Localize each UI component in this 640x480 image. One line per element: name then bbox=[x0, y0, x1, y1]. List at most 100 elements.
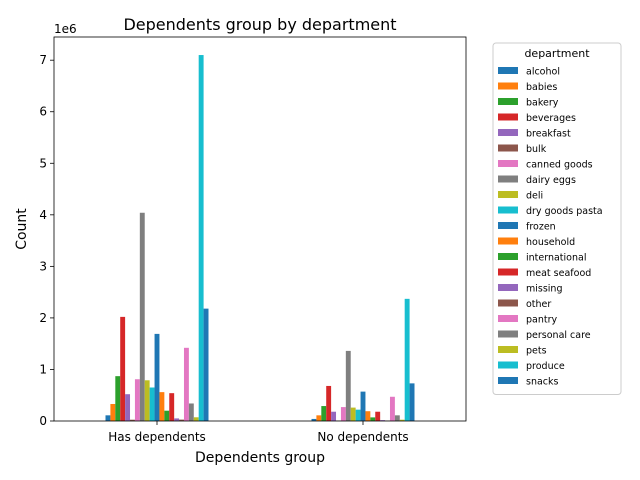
legend-entry: alcohol bbox=[526, 67, 560, 78]
legend-swatch bbox=[498, 330, 518, 338]
x-axis-label: Dependents group bbox=[195, 450, 325, 466]
bar-international-0 bbox=[164, 410, 170, 421]
legend-entry: breakfast bbox=[526, 129, 571, 140]
bar-bakery-1 bbox=[321, 406, 327, 421]
legend-swatch bbox=[498, 253, 518, 260]
legend-entry: babies bbox=[526, 82, 557, 93]
legend-entry: dry goods pasta bbox=[526, 206, 603, 217]
bar-dry-goods-pasta-0 bbox=[149, 387, 155, 421]
bar-bulk-0 bbox=[130, 419, 135, 421]
legend-swatch bbox=[498, 206, 518, 214]
bar-produce-0 bbox=[198, 55, 204, 421]
bar-pets-0 bbox=[193, 417, 199, 421]
legend-swatch bbox=[498, 160, 518, 167]
legend-swatch bbox=[498, 113, 518, 121]
legend-title: department bbox=[524, 47, 590, 60]
legend-entry: bakery bbox=[526, 98, 559, 109]
legend-frame bbox=[492, 42, 622, 395]
bar-household-1 bbox=[365, 411, 371, 421]
legend-swatch bbox=[498, 346, 518, 353]
legend-entry: personal care bbox=[526, 330, 591, 341]
legend-swatch bbox=[498, 315, 518, 322]
x-tick-label: No dependents bbox=[317, 430, 408, 444]
legend-swatch bbox=[498, 129, 518, 136]
legend-swatch bbox=[498, 175, 518, 183]
legend-entry: international bbox=[526, 253, 586, 264]
bar-frozen-0 bbox=[154, 333, 160, 421]
bar-household-0 bbox=[159, 392, 165, 421]
legend-swatch bbox=[498, 237, 518, 245]
legend-entry: canned goods bbox=[526, 160, 593, 171]
legend-entry: deli bbox=[526, 191, 543, 202]
legend-swatch bbox=[498, 299, 518, 307]
bar-beverages-0 bbox=[120, 316, 126, 421]
plot-frame bbox=[53, 36, 467, 422]
legend-entry: other bbox=[526, 299, 551, 310]
bar-pantry-1 bbox=[389, 396, 395, 421]
bar-missing-1 bbox=[380, 420, 386, 421]
chart-title: Dependents group by department bbox=[123, 15, 396, 34]
bar-missing-0 bbox=[174, 418, 180, 421]
y-tick-label: 7 bbox=[39, 53, 47, 67]
legend-entry: pets bbox=[526, 346, 547, 357]
bar-international-1 bbox=[370, 417, 376, 421]
y-tick-label: 4 bbox=[39, 208, 47, 222]
bar-canned-goods-0 bbox=[134, 379, 140, 421]
legend-entry: pantry bbox=[526, 315, 558, 326]
y-tick-label: 0 bbox=[39, 414, 47, 428]
bar-deli-1 bbox=[350, 407, 356, 421]
bar-breakfast-0 bbox=[125, 394, 131, 421]
bar-beverages-1 bbox=[326, 385, 332, 421]
bar-snacks-1 bbox=[409, 383, 415, 421]
y-tick-label: 3 bbox=[39, 259, 47, 273]
bar-personal-care-0 bbox=[188, 403, 194, 421]
legend-entry: meat seafood bbox=[526, 268, 591, 279]
bar-deli-0 bbox=[144, 380, 150, 421]
legend-swatch bbox=[498, 98, 518, 105]
bar-frozen-1 bbox=[360, 391, 366, 421]
legend-entry: beverages bbox=[526, 113, 576, 124]
legend-swatch bbox=[498, 222, 518, 229]
legend-entry: missing bbox=[526, 284, 562, 295]
y-tick-label: 5 bbox=[39, 156, 47, 170]
bar-produce-1 bbox=[404, 298, 410, 421]
bar-dry-goods-pasta-1 bbox=[355, 409, 361, 421]
bar-alcohol-0 bbox=[105, 415, 111, 421]
legend-entry: bulk bbox=[526, 144, 547, 155]
y-tick-label: 6 bbox=[39, 105, 47, 119]
legend-swatch bbox=[498, 82, 518, 90]
bar-meat-seafood-0 bbox=[169, 393, 175, 421]
bar-other-0 bbox=[179, 419, 184, 421]
legend: department alcohol babies bakery beverages br… bbox=[492, 42, 622, 395]
legend-swatch bbox=[498, 67, 518, 74]
legend-swatch bbox=[498, 191, 518, 198]
bar-babies-0 bbox=[110, 403, 116, 421]
bar-breakfast-1 bbox=[331, 411, 337, 421]
bars-group bbox=[105, 55, 415, 421]
y-axis-multiplier: 1e6 bbox=[54, 22, 77, 36]
y-tick-label: 1 bbox=[39, 362, 47, 376]
legend-swatch bbox=[498, 284, 518, 291]
legend-entry: produce bbox=[526, 361, 565, 372]
y-axis-label: Count bbox=[14, 208, 30, 250]
bar-pantry-0 bbox=[183, 347, 189, 421]
bar-snacks-0 bbox=[203, 308, 209, 421]
legend-swatch bbox=[498, 268, 518, 276]
bar-pets-1 bbox=[399, 419, 405, 421]
legend-entry: household bbox=[526, 237, 575, 248]
legend-entry: frozen bbox=[526, 222, 556, 233]
bar-bakery-0 bbox=[115, 376, 121, 421]
bar-babies-1 bbox=[316, 415, 322, 421]
legend-swatch bbox=[498, 361, 518, 369]
bar-personal-care-1 bbox=[394, 415, 400, 421]
legend-swatch bbox=[498, 377, 518, 384]
bar-dairy-eggs-0 bbox=[139, 212, 145, 421]
legend-entry: snacks bbox=[526, 377, 559, 388]
legend-entry: dairy eggs bbox=[526, 175, 576, 186]
bar-canned-goods-1 bbox=[340, 407, 346, 421]
axes-group: 0 1 2 3 4 5 6 7 Has dependents No dependents bbox=[39, 36, 467, 444]
bar-meat-seafood-1 bbox=[375, 411, 381, 421]
legend-swatch bbox=[498, 144, 518, 152]
bar-dairy-eggs-1 bbox=[345, 350, 351, 421]
